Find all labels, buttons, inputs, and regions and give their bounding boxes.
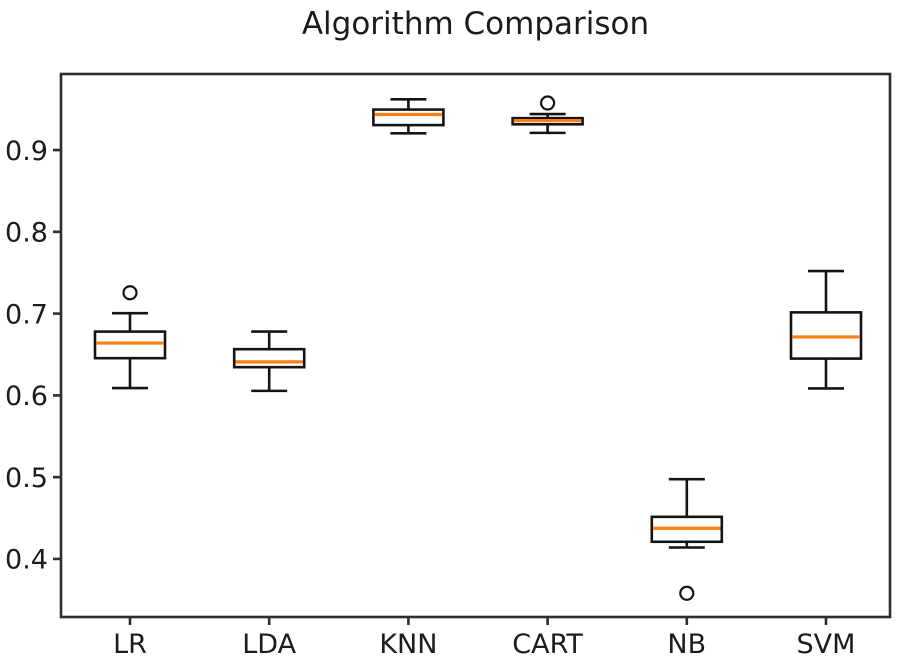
box-knn-iqr xyxy=(372,108,445,127)
box-lr-iqr xyxy=(93,330,167,360)
x-tick-label-svm: SVM xyxy=(797,629,856,659)
chart-title: Algorithm Comparison xyxy=(301,6,650,42)
y-tick-label: 0.5 xyxy=(5,463,48,494)
x-tick-label-nb: NB xyxy=(667,629,706,659)
box-lr-outlier xyxy=(122,285,138,301)
box-nb-outlier xyxy=(679,585,695,601)
box-lda-iqr xyxy=(232,347,306,369)
y-tick-label: 0.6 xyxy=(5,381,48,412)
y-tick-label: 0.7 xyxy=(5,299,48,330)
y-tick-label: 0.9 xyxy=(5,136,48,167)
y-tick-label: 0.4 xyxy=(5,545,48,576)
x-tick-label-knn: KNN xyxy=(379,629,437,659)
box-cart-outlier xyxy=(539,95,556,111)
x-tick-label-lda: LDA xyxy=(242,629,296,659)
y-tick-label: 0.8 xyxy=(5,218,48,249)
x-tick-label-cart: CART xyxy=(512,629,583,659)
axes-frame xyxy=(59,72,892,619)
x-tick-label-lr: LR xyxy=(113,629,147,659)
